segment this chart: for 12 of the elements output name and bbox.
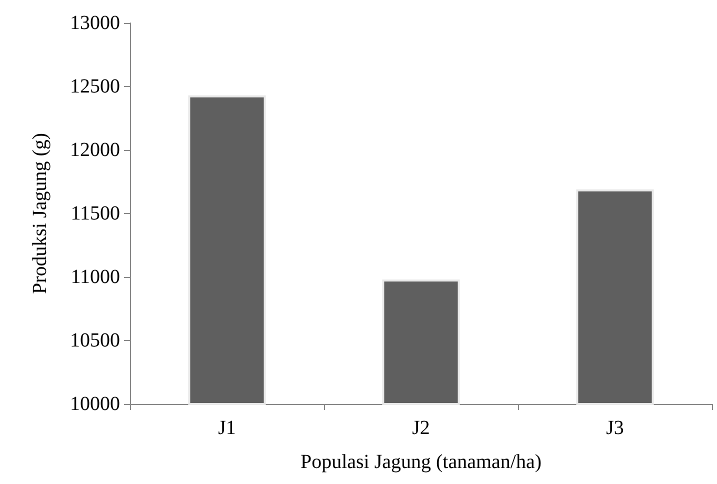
y-tick-label: 11500: [70, 202, 120, 224]
x-tick-label: J3: [606, 417, 624, 439]
y-tick-label: 12500: [70, 76, 120, 98]
y-tick-label: 13000: [70, 12, 120, 34]
y-axis-title: Produksi Jagung (g): [29, 132, 51, 294]
x-tick-label: J1: [218, 417, 236, 439]
y-tick-label: 10500: [70, 330, 120, 352]
x-axis-title: Populasi Jagung (tanaman/ha): [300, 451, 542, 473]
x-tick-label: J2: [412, 417, 430, 439]
y-tick-label: 12000: [70, 139, 120, 161]
y-tick-label: 11000: [70, 266, 120, 288]
y-tick-label: 10000: [70, 393, 120, 415]
